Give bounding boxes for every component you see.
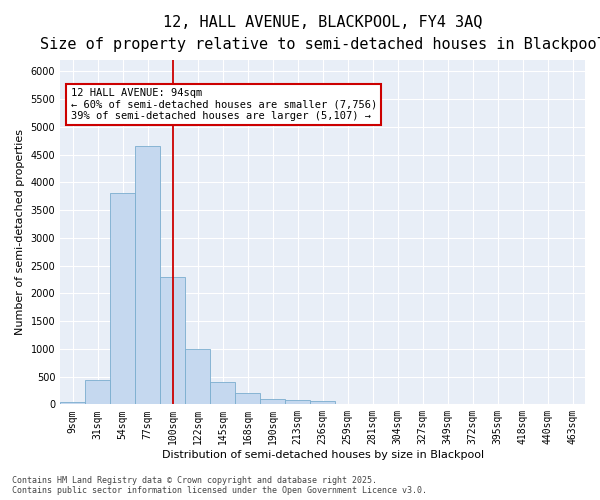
- Bar: [185, 349, 210, 405]
- Bar: [310, 402, 335, 404]
- Bar: [160, 276, 185, 404]
- Bar: [60, 402, 85, 404]
- Text: Contains HM Land Registry data © Crown copyright and database right 2025.
Contai: Contains HM Land Registry data © Crown c…: [12, 476, 427, 495]
- Bar: [285, 400, 310, 404]
- Bar: [110, 194, 135, 404]
- Bar: [235, 393, 260, 404]
- Text: 12 HALL AVENUE: 94sqm
← 60% of semi-detached houses are smaller (7,756)
39% of s: 12 HALL AVENUE: 94sqm ← 60% of semi-deta…: [71, 88, 377, 121]
- Bar: [210, 382, 235, 404]
- Bar: [85, 380, 110, 404]
- Y-axis label: Number of semi-detached properties: Number of semi-detached properties: [15, 130, 25, 336]
- Bar: [260, 399, 285, 404]
- X-axis label: Distribution of semi-detached houses by size in Blackpool: Distribution of semi-detached houses by …: [161, 450, 484, 460]
- Title: 12, HALL AVENUE, BLACKPOOL, FY4 3AQ
Size of property relative to semi-detached h: 12, HALL AVENUE, BLACKPOOL, FY4 3AQ Size…: [40, 15, 600, 52]
- Bar: [135, 146, 160, 404]
